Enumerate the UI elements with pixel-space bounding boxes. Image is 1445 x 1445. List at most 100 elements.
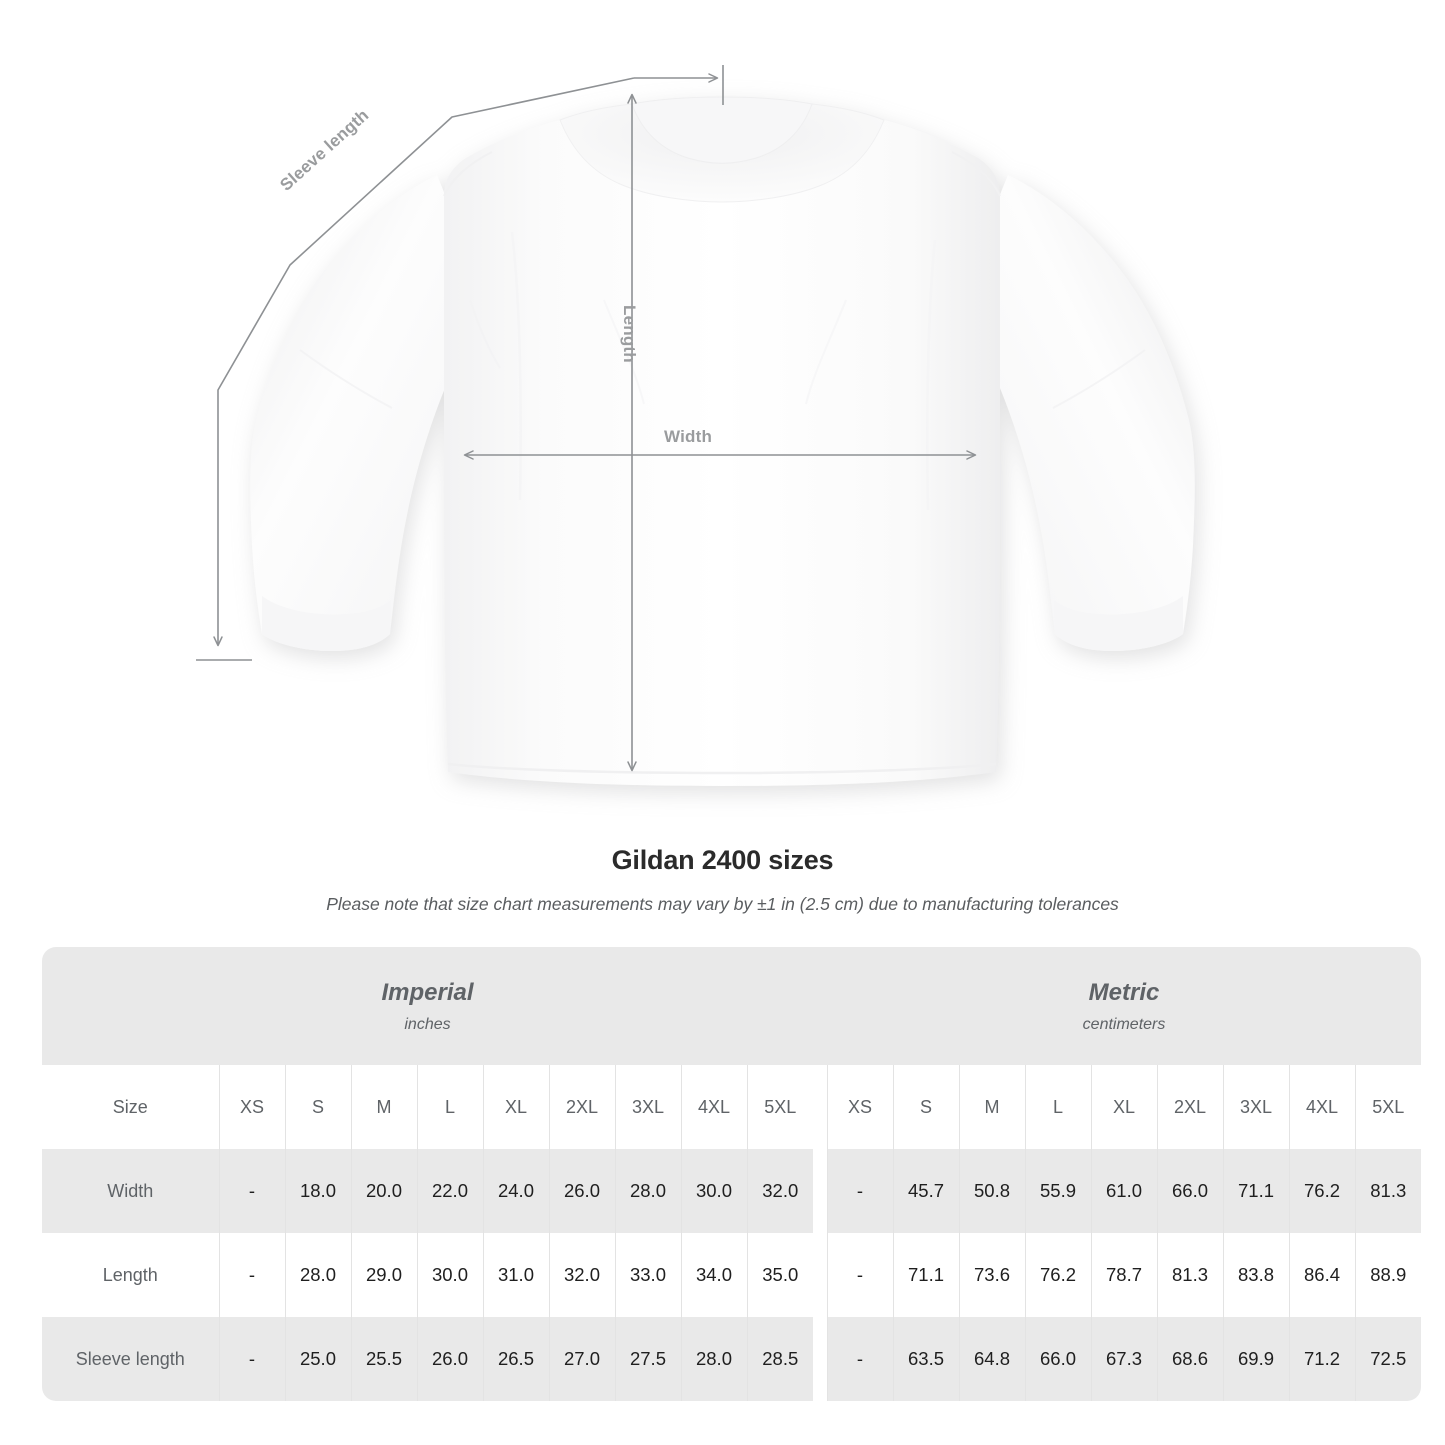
cell-length-metric-3xl: 83.8 <box>1222 1233 1290 1317</box>
unit-sub-metric: centimeters <box>1082 1016 1166 1033</box>
size-header-metric-l: L <box>1024 1065 1092 1149</box>
sleeve-length-dimension <box>196 65 724 661</box>
cell-sleeve-length-imperial-2xl: 27.0 <box>548 1317 615 1401</box>
cell-sleeve-length-imperial-xs: - <box>218 1317 285 1401</box>
row-label-width: Width <box>42 1149 219 1233</box>
size-header-metric-4xl: 4XL <box>1288 1065 1356 1149</box>
tolerance-note: Please note that size chart measurements… <box>326 894 1119 914</box>
cell-width-imperial-l: 22.0 <box>416 1149 483 1233</box>
cell-width-imperial-xs: - <box>218 1149 285 1233</box>
cell-width-metric-3xl: 71.1 <box>1222 1149 1290 1233</box>
cell-width-imperial-3xl: 28.0 <box>614 1149 681 1233</box>
cell-width-imperial-5xl: 32.0 <box>746 1149 814 1233</box>
size-header-imperial-xs: XS <box>218 1065 285 1149</box>
cell-length-imperial-m: 29.0 <box>350 1233 417 1317</box>
cell-width-imperial-xl: 24.0 <box>482 1149 549 1233</box>
unit-name-metric: Metric <box>1088 979 1160 1006</box>
cell-width-metric-m: 50.8 <box>958 1149 1026 1233</box>
size-header-imperial-xl: XL <box>482 1065 549 1149</box>
cell-length-metric-4xl: 86.4 <box>1288 1233 1356 1317</box>
cell-width-metric-xs: - <box>826 1149 894 1233</box>
row-label-sleeve-length: Sleeve length <box>42 1317 219 1401</box>
length-label: Length <box>620 305 639 363</box>
size-header-imperial-l: L <box>416 1065 483 1149</box>
cell-width-imperial-s: 18.0 <box>284 1149 351 1233</box>
unit-header-imperial: Imperial inches <box>42 947 814 1065</box>
width-label: Width <box>664 427 713 446</box>
cell-length-metric-s: 71.1 <box>892 1233 960 1317</box>
cell-width-metric-4xl: 76.2 <box>1288 1149 1356 1233</box>
size-header-metric-m: M <box>958 1065 1026 1149</box>
cell-sleeve-length-metric-5xl: 72.5 <box>1354 1317 1422 1401</box>
cell-length-imperial-l: 30.0 <box>416 1233 483 1317</box>
size-header-metric-s: S <box>892 1065 960 1149</box>
cell-sleeve-length-imperial-l: 26.0 <box>416 1317 483 1401</box>
size-header-row: Size XS S M L XL 2XL 3XL 4XL 5XL XS S M L XL 2XL 3XL 4XL 5… <box>42 1065 1422 1149</box>
cell-sleeve-length-metric-3xl: 69.9 <box>1222 1317 1290 1401</box>
size-header-label: Size <box>42 1065 219 1149</box>
page-title: Gildan 2400 sizes <box>611 845 834 875</box>
cell-width-imperial-2xl: 26.0 <box>548 1149 615 1233</box>
table-row: Length -28.0 29.0 30.0 31.0 32.0 33.0 34.0 35.0-… <box>42 1233 1422 1317</box>
size-header-imperial-2xl: 2XL <box>548 1065 615 1149</box>
cell-sleeve-length-metric-xs: - <box>826 1317 894 1401</box>
garment-body <box>250 96 1195 786</box>
title-block: Gildan 2400 sizes Please note that size … <box>0 845 1445 915</box>
cell-width-metric-xl: 61.0 <box>1090 1149 1158 1233</box>
cell-width-metric-2xl: 66.0 <box>1156 1149 1224 1233</box>
cell-sleeve-length-metric-2xl: 68.6 <box>1156 1317 1224 1401</box>
size-header-metric-xl: XL <box>1090 1065 1158 1149</box>
unit-header-metric: Metric centimeters <box>827 947 1422 1065</box>
cell-length-metric-xl: 78.7 <box>1090 1233 1158 1317</box>
cell-sleeve-length-metric-m: 64.8 <box>958 1317 1026 1401</box>
size-header-imperial-m: M <box>350 1065 417 1149</box>
cell-sleeve-length-imperial-m: 25.5 <box>350 1317 417 1401</box>
row-spacer <box>813 1149 828 1233</box>
table-row: Sleeve length -25.0 25.5 26.0 26.5 27.0 27.5 28… <box>42 1317 1422 1401</box>
size-header-imperial-4xl: 4XL <box>680 1065 747 1149</box>
size-header-imperial-5xl: 5XL <box>746 1065 814 1149</box>
cell-length-metric-xs: - <box>826 1233 894 1317</box>
cell-width-metric-s: 45.7 <box>892 1149 960 1233</box>
cell-sleeve-length-metric-l: 66.0 <box>1024 1317 1092 1401</box>
cell-length-imperial-xs: - <box>218 1233 285 1317</box>
size-header-metric-3xl: 3XL <box>1222 1065 1290 1149</box>
cell-sleeve-length-imperial-s: 25.0 <box>284 1317 351 1401</box>
cell-length-imperial-3xl: 33.0 <box>614 1233 681 1317</box>
cell-length-imperial-s: 28.0 <box>284 1233 351 1317</box>
cell-width-imperial-m: 20.0 <box>350 1149 417 1233</box>
unit-banner-row: Imperial inches Metric centimeters <box>42 947 1422 1065</box>
cell-length-imperial-4xl: 34.0 <box>680 1233 747 1317</box>
cell-width-imperial-4xl: 30.0 <box>680 1149 747 1233</box>
size-diagram: Sleeve length Length Width <box>196 65 1195 786</box>
size-header-imperial-3xl: 3XL <box>614 1065 681 1149</box>
cell-length-imperial-5xl: 35.0 <box>746 1233 814 1317</box>
row-label-length: Length <box>42 1233 219 1317</box>
unit-name-imperial: Imperial <box>381 979 474 1006</box>
cell-sleeve-length-imperial-4xl: 28.0 <box>680 1317 747 1401</box>
size-header-metric-xs: XS <box>826 1065 894 1149</box>
cell-length-imperial-xl: 31.0 <box>482 1233 549 1317</box>
cell-sleeve-length-metric-xl: 67.3 <box>1090 1317 1158 1401</box>
size-chart-table-wrapper: Imperial inches Metric centimeters Size XS S M L… <box>42 947 1422 1401</box>
size-header-imperial-s: S <box>284 1065 351 1149</box>
unit-sub-imperial: inches <box>404 1016 451 1033</box>
unit-banner-spacer <box>813 947 828 1065</box>
cell-width-metric-l: 55.9 <box>1024 1149 1092 1233</box>
cell-width-metric-5xl: 81.3 <box>1354 1149 1422 1233</box>
cell-length-metric-m: 73.6 <box>958 1233 1026 1317</box>
cell-length-metric-l: 76.2 <box>1024 1233 1092 1317</box>
row-spacer <box>813 1317 828 1401</box>
cell-sleeve-length-metric-4xl: 71.2 <box>1288 1317 1356 1401</box>
size-header-spacer <box>813 1065 828 1149</box>
size-header-metric-5xl: 5XL <box>1354 1065 1422 1149</box>
size-chart-table: Imperial inches Metric centimeters Size XS S M L… <box>42 947 1422 1401</box>
cell-length-metric-5xl: 88.9 <box>1354 1233 1422 1317</box>
cell-sleeve-length-imperial-3xl: 27.5 <box>614 1317 681 1401</box>
cell-sleeve-length-imperial-5xl: 28.5 <box>746 1317 814 1401</box>
cell-sleeve-length-metric-s: 63.5 <box>892 1317 960 1401</box>
size-header-metric-2xl: 2XL <box>1156 1065 1224 1149</box>
table-row: Width -18.0 20.0 22.0 24.0 26.0 28.0 30.0 32.0-4… <box>42 1149 1422 1233</box>
garment-illustration <box>196 65 1195 786</box>
row-spacer <box>813 1233 828 1317</box>
